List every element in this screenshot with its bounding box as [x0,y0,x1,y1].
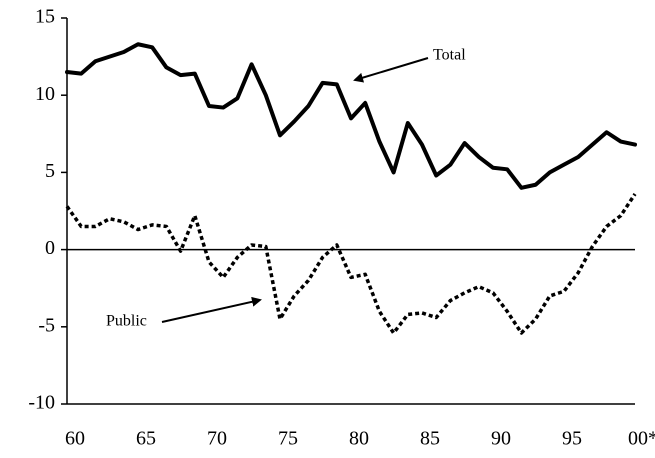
y-tick-label: 5 [45,160,55,182]
x-tick-label: 65 [136,428,156,450]
arrow [353,57,429,83]
annotation: Total [433,47,466,64]
y-tick-label: 0 [45,237,55,259]
x-tick-label: 00* [628,428,655,450]
x-tick-label: 95 [562,428,582,450]
annotation: Public [106,313,147,330]
y-tick-label: -5 [38,314,55,336]
x-tick-label: 90 [491,428,511,450]
x-tick-label: 60 [65,428,85,450]
x-tick-label: 70 [207,428,227,450]
y-tick-label: -10 [28,392,55,414]
series-line [65,42,637,190]
arrow [161,296,262,323]
x-tick-label: 85 [420,428,440,450]
y-tick-label: 10 [35,83,55,105]
x-tick-label: 75 [278,428,298,450]
series-line [65,193,637,335]
y-tick-label: 15 [35,6,55,28]
x-tick-label: 80 [349,428,369,450]
